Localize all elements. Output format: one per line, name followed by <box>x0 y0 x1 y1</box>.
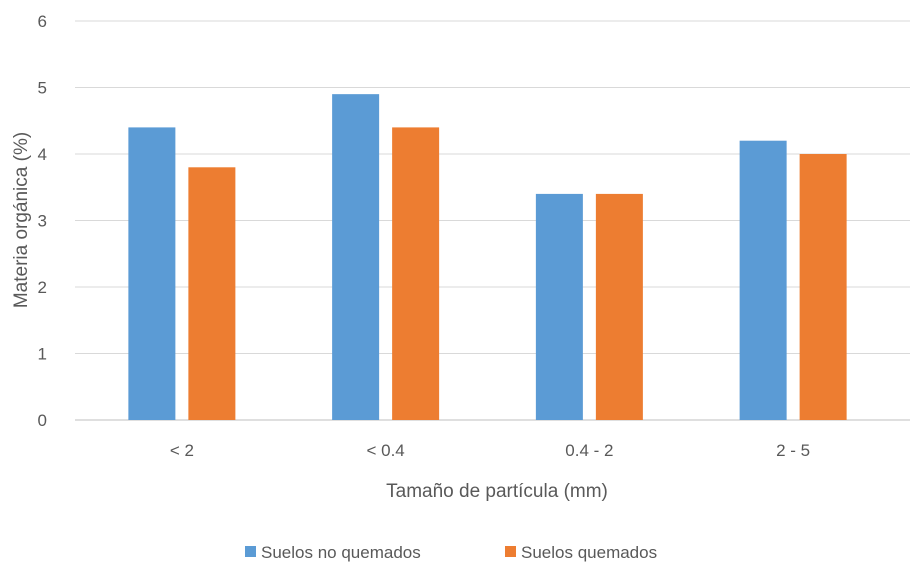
bar-suelos-quemados <box>392 127 440 421</box>
y-axis-title: Materia orgánica (%) <box>11 132 32 308</box>
y-tick-label: 3 <box>38 212 47 231</box>
x-tick-label: 0.4 - 2 <box>565 441 613 460</box>
legend-label: Suelos no quemados <box>261 543 421 562</box>
legend-swatch <box>505 546 516 557</box>
bar-suelos-no-quemados <box>332 94 380 421</box>
bar-suelos-no-quemados <box>128 127 176 421</box>
bar-suelos-quemados <box>188 167 236 420</box>
y-tick-label: 6 <box>38 12 47 31</box>
legend-label: Suelos quemados <box>521 543 657 562</box>
x-tick-label: < 2 <box>170 441 194 460</box>
legend: Suelos no quemados Suelos quemados <box>245 543 657 562</box>
y-tick-label: 5 <box>38 79 47 98</box>
x-tick-label: 2 - 5 <box>776 441 810 460</box>
x-axis-title: Tamaño de partícula (mm) <box>386 481 608 502</box>
y-axis-ticks: 0 1 2 3 4 5 6 <box>38 12 47 430</box>
bar-suelos-no-quemados <box>739 140 787 420</box>
bar-suelos-quemados <box>595 193 643 420</box>
bar-suelos-quemados <box>799 154 847 420</box>
bars <box>128 94 847 421</box>
y-tick-label: 0 <box>38 411 47 430</box>
legend-swatch <box>245 546 256 557</box>
x-axis-ticks: < 2 < 0.4 0.4 - 2 2 - 5 <box>170 441 810 460</box>
bar-suelos-no-quemados <box>535 193 583 420</box>
y-tick-label: 4 <box>38 145 47 164</box>
y-tick-label: 2 <box>38 278 47 297</box>
y-tick-label: 1 <box>38 345 47 364</box>
x-tick-label: < 0.4 <box>366 441 404 460</box>
